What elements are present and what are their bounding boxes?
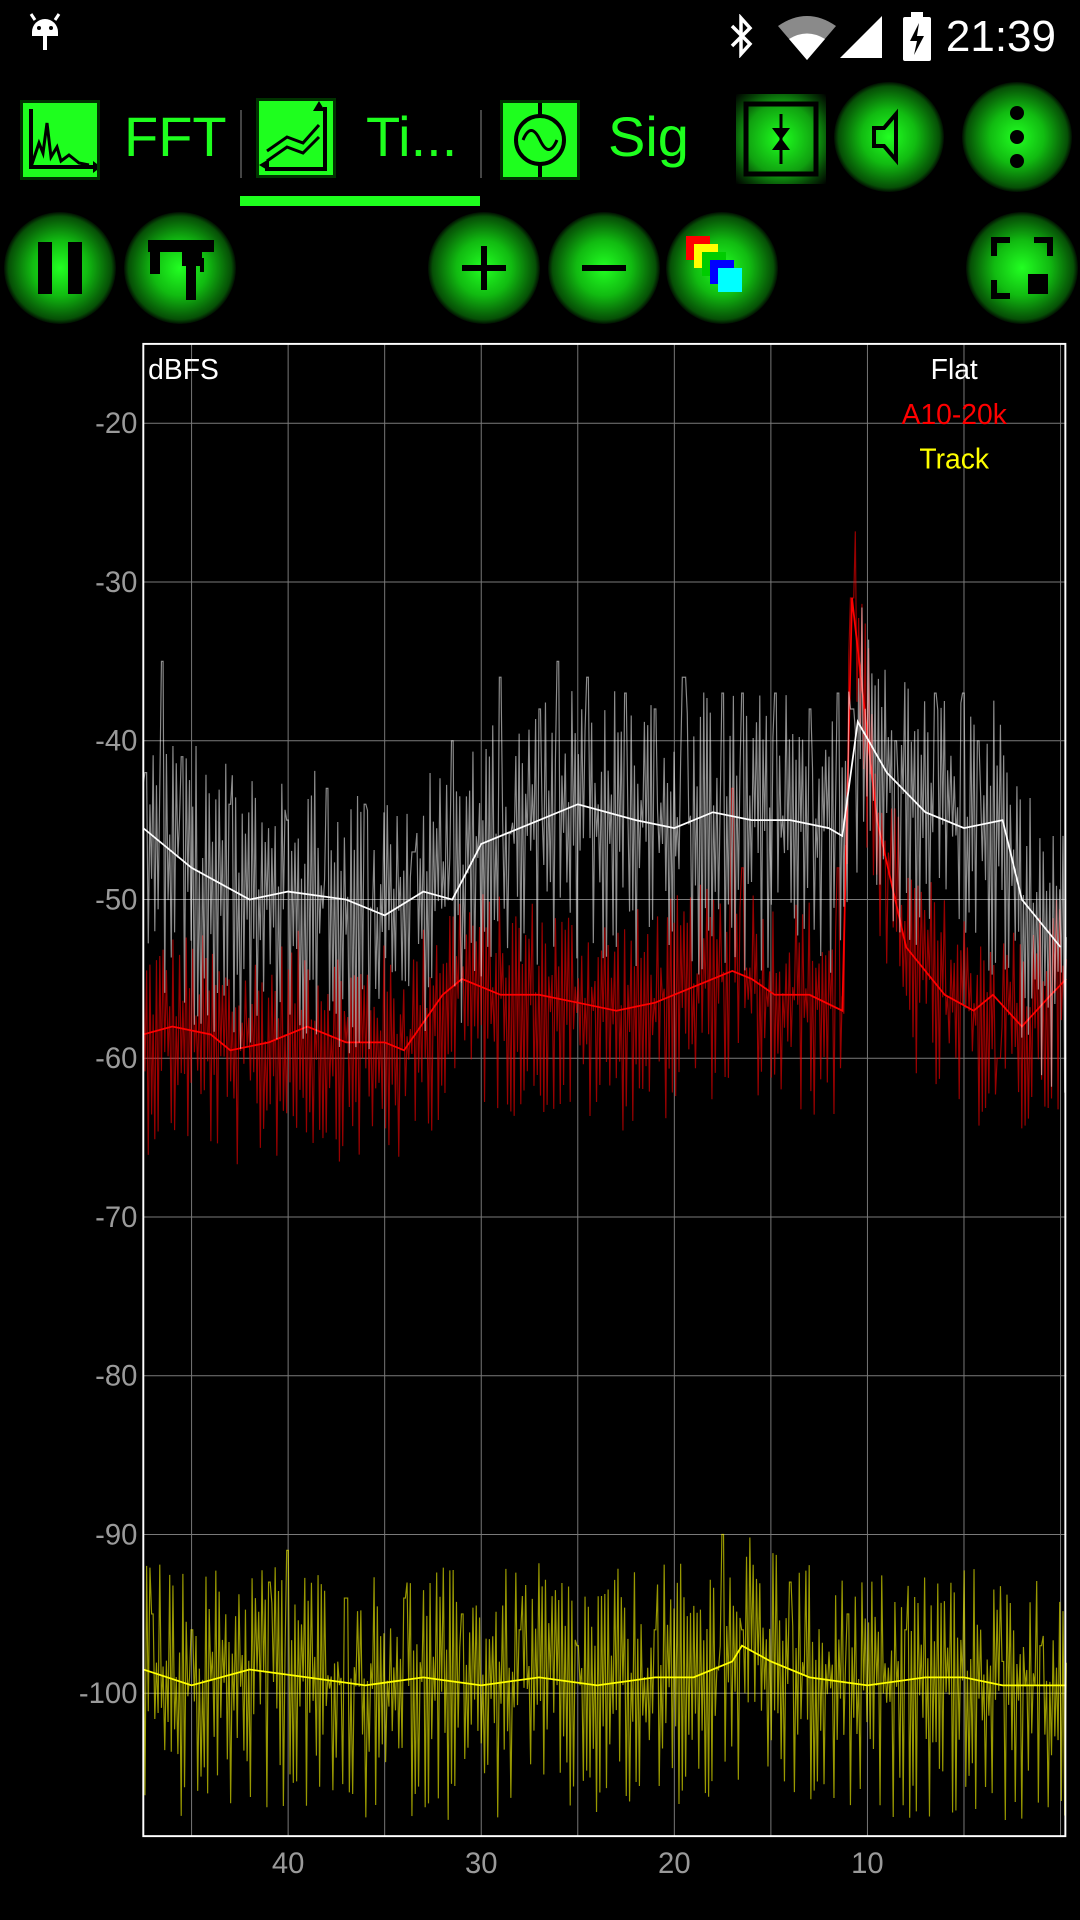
y-tick-label: -20 xyxy=(95,408,137,440)
color-palette-icon xyxy=(686,236,742,292)
series-trace-noise xyxy=(142,531,1067,1165)
legend-entry: A10-20k xyxy=(902,398,1008,430)
speaker-icon xyxy=(872,108,898,166)
y-tick-label: -90 xyxy=(95,1519,137,1551)
color-scheme-button[interactable] xyxy=(666,212,778,324)
battery-charging-icon xyxy=(903,12,931,61)
y-tick-label: -80 xyxy=(95,1361,137,1393)
clock: 21:39 xyxy=(945,12,1056,61)
zoom-in-button[interactable] xyxy=(428,212,540,324)
legend-entry: Track xyxy=(919,443,989,475)
time-history-icon xyxy=(256,98,336,178)
y-axis-ticks: -20 -30 -40 -50 -60 -70 -80 -90 -100 xyxy=(79,408,138,1710)
y-tick-label: -40 xyxy=(95,726,137,758)
pause-button[interactable] xyxy=(4,212,116,324)
y-tick-label: -50 xyxy=(95,884,137,916)
caliper-icon xyxy=(148,240,214,300)
tab-time-label: Ti... xyxy=(366,105,458,168)
tab-signal-generator[interactable]: Sig xyxy=(482,80,702,210)
y-tick-label: -100 xyxy=(79,1678,138,1710)
spectrum-icon xyxy=(20,100,100,180)
speaker-button[interactable] xyxy=(834,82,944,192)
overflow-menu-button[interactable] xyxy=(962,82,1072,192)
signal-generator-icon xyxy=(500,100,580,180)
tab-fft[interactable]: FFT xyxy=(0,80,232,210)
tab-time-history[interactable]: Ti... xyxy=(242,80,478,210)
series-average-line xyxy=(143,597,1067,1052)
chart-series-layer xyxy=(142,531,1067,1821)
y-tick-label: -60 xyxy=(95,1043,137,1075)
y-tick-label: -70 xyxy=(95,1202,137,1234)
legend-entry: Flat xyxy=(931,353,978,385)
overflow-menu-icon xyxy=(1010,106,1024,168)
x-tick-label: 20 xyxy=(658,1848,691,1880)
status-bar: 21:39 xyxy=(0,0,1080,80)
spectrum-chart[interactable]: -20 -30 -40 -50 -60 -70 -80 -90 -100 40 30 20 10 dB… xyxy=(0,340,1080,1880)
y-axis-label: dBFS xyxy=(148,353,219,385)
pause-icon xyxy=(38,242,82,294)
x-axis-ticks: 40 30 20 10 xyxy=(272,1848,884,1880)
tab-fft-label: FFT xyxy=(124,105,227,168)
tab-divider xyxy=(480,110,482,178)
tab-divider xyxy=(240,110,242,178)
top-toolbar: FFT Ti... Sig xyxy=(0,80,1080,210)
series-average-line xyxy=(143,1644,1067,1687)
y-tick-label: -30 xyxy=(95,567,137,599)
series-trace-noise xyxy=(142,1533,1067,1821)
chart-legend: Flat A10-20k Track xyxy=(902,353,1008,475)
zoom-out-button[interactable] xyxy=(548,212,660,324)
measure-button[interactable] xyxy=(124,212,236,324)
x-tick-label: 10 xyxy=(851,1848,884,1880)
selected-tab-indicator xyxy=(240,196,480,206)
channel-swap-button[interactable] xyxy=(736,94,826,184)
wifi-icon xyxy=(778,16,836,60)
zoom-in-icon xyxy=(462,246,506,290)
fullscreen-icon xyxy=(991,237,1053,299)
x-tick-label: 30 xyxy=(465,1848,498,1880)
plot-frame xyxy=(142,342,1067,1838)
bluetooth-icon xyxy=(730,14,753,58)
tab-sig-label: Sig xyxy=(608,105,689,168)
series-average-line xyxy=(142,719,1062,948)
zoom-out-icon xyxy=(582,265,626,271)
control-bar xyxy=(0,210,1080,330)
x-tick-label: 40 xyxy=(272,1848,305,1880)
series-trace-noise xyxy=(142,607,1067,1093)
channel-swap-icon xyxy=(743,101,819,177)
android-debug-icon xyxy=(29,13,61,50)
signal-icon xyxy=(840,16,882,58)
fullscreen-button[interactable] xyxy=(966,212,1078,324)
